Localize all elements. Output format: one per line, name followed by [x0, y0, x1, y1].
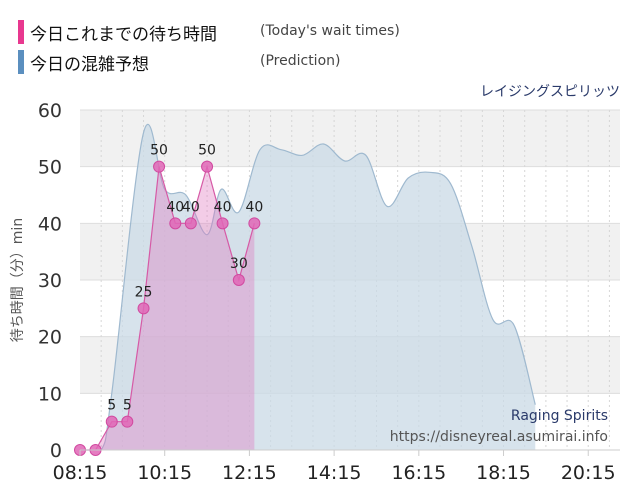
legend-sub-prediction: (Prediction): [260, 53, 341, 69]
annotation-source-url: https://disneyreal.asumirai.info: [390, 429, 608, 445]
today-area: [80, 166, 255, 450]
today-data-label: 50: [150, 143, 168, 159]
y-tick-label: 10: [38, 383, 62, 405]
y-axis: 0 10 20 30 40 50 60: [38, 100, 62, 462]
y-tick-label: 60: [38, 100, 62, 122]
x-axis: 08:15 10:15 12:15 14:15 16:15 18:15 20:15: [53, 449, 620, 484]
y-tick-label: 40: [38, 213, 62, 235]
y-tick-label: 50: [38, 157, 62, 179]
today-data-label: 30: [230, 256, 248, 272]
legend-swatch-today: [18, 20, 24, 44]
x-tick-label: 14:15: [307, 462, 362, 484]
y-tick-label: 0: [50, 440, 62, 462]
prediction-line: [79, 123, 536, 451]
y-axis-label: 待ち時間（分）min: [10, 218, 26, 342]
today-data-label: 5: [123, 398, 132, 414]
today-point: [201, 160, 214, 173]
legend: 今日これまでの待ち時間 (Today's wait times) 今日の混雑予想…: [18, 18, 618, 78]
x-tick-label: 12:15: [222, 462, 277, 484]
today-point: [184, 217, 197, 230]
today-point: [216, 217, 229, 230]
today-point: [232, 274, 245, 286]
today-data-label: 25: [135, 284, 153, 300]
x-tick-label: 08:15: [53, 462, 108, 484]
today-point: [248, 217, 261, 230]
x-tick-label: 10:15: [137, 462, 192, 484]
today-data-label: 40: [245, 199, 263, 215]
today-data-label: 5: [107, 398, 116, 414]
legend-swatch-prediction: [18, 50, 24, 74]
legend-label-today: 今日これまでの待ち時間: [30, 25, 217, 45]
today-point: [153, 160, 166, 173]
today-point: [169, 217, 182, 230]
today-data-label: 40: [182, 199, 200, 215]
legend-item-today: 今日これまでの待ち時間 (Today's wait times): [18, 18, 618, 48]
prediction-area: [80, 124, 536, 450]
y-tick-label: 20: [38, 327, 62, 349]
annotation-attraction-name: Raging Spirits: [511, 408, 608, 424]
grid-band: [80, 110, 620, 167]
y-tick-label: 30: [38, 270, 62, 292]
prediction-series: [79, 123, 536, 451]
today-point: [121, 415, 134, 428]
x-tick-label: 18:15: [476, 462, 531, 484]
today-point: [105, 415, 118, 428]
today-data-label: 50: [198, 143, 216, 159]
legend-sub-today: (Today's wait times): [260, 23, 400, 39]
x-tick-label: 20:15: [561, 462, 616, 484]
legend-item-prediction: 今日の混雑予想 (Prediction): [18, 48, 618, 78]
today-point: [137, 302, 150, 315]
today-data-label: 40: [166, 199, 184, 215]
legend-label-prediction: 今日の混雑予想: [30, 55, 149, 75]
today-data-label: 40: [214, 199, 232, 215]
chart-title: レイジングスピリッツ: [480, 84, 620, 100]
x-tick-label: 16:15: [391, 462, 446, 484]
